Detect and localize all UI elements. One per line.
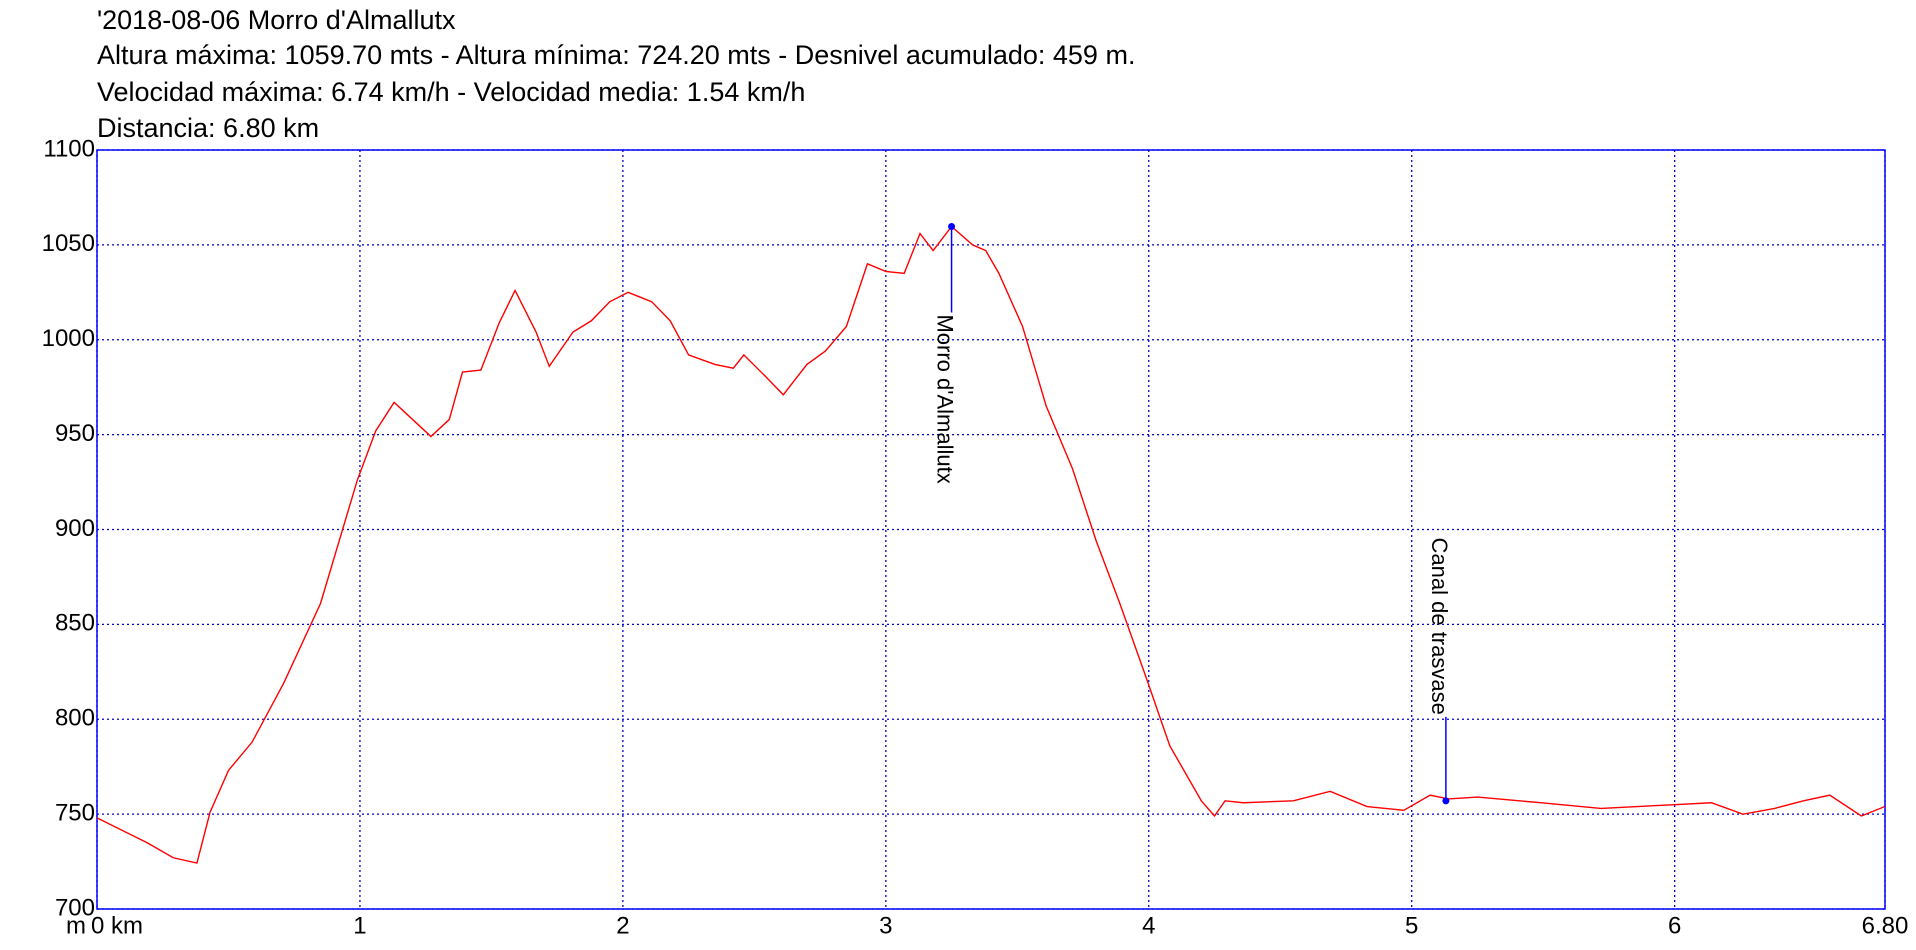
chart-subtitle: Distancia: 6.80 km — [97, 113, 319, 143]
annotation-point — [948, 222, 956, 230]
y-tick-label: 850 — [55, 610, 95, 637]
chart-title: '2018-08-06 Morro d'Almallutx — [97, 5, 456, 35]
x-tick-label: 5 — [1405, 912, 1418, 939]
y-tick-label: 1100 — [43, 135, 95, 162]
x-tick-label: 2 — [616, 912, 629, 939]
plot-frame — [96, 149, 1886, 910]
x-tick-label: 6 — [1668, 912, 1681, 939]
annotation-point — [1442, 797, 1450, 805]
annotation: Canal de trasvase — [1427, 538, 1452, 805]
y-axis-unit: m — [66, 912, 86, 939]
x-tick-label: 1 — [353, 912, 366, 939]
y-tick-label: 800 — [55, 705, 95, 732]
x-tick-label: 0 km — [91, 912, 143, 939]
x-tick-label: 4 — [1142, 912, 1155, 939]
chart-subtitle: Altura máxima: 1059.70 mts - Altura míni… — [97, 40, 1135, 70]
y-tick-label: 700 — [55, 894, 95, 921]
chart-subtitle: Velocidad máxima: 6.74 km/h - Velocidad … — [97, 77, 805, 107]
x-tick-label: 3 — [879, 912, 892, 939]
annotation-label: Canal de trasvase — [1427, 538, 1452, 715]
y-tick-label: 1000 — [42, 325, 95, 352]
y-tick-label: 950 — [55, 420, 95, 447]
annotation-label: Morro d'Almallutx — [933, 314, 958, 483]
y-tick-label: 1050 — [42, 230, 95, 257]
y-tick-label: 900 — [55, 515, 95, 542]
elevation-line — [96, 225, 1886, 864]
annotation: Morro d'Almallutx — [933, 222, 958, 484]
x-tick-label: 6.80 — [1862, 912, 1909, 939]
y-tick-label: 750 — [55, 799, 95, 826]
